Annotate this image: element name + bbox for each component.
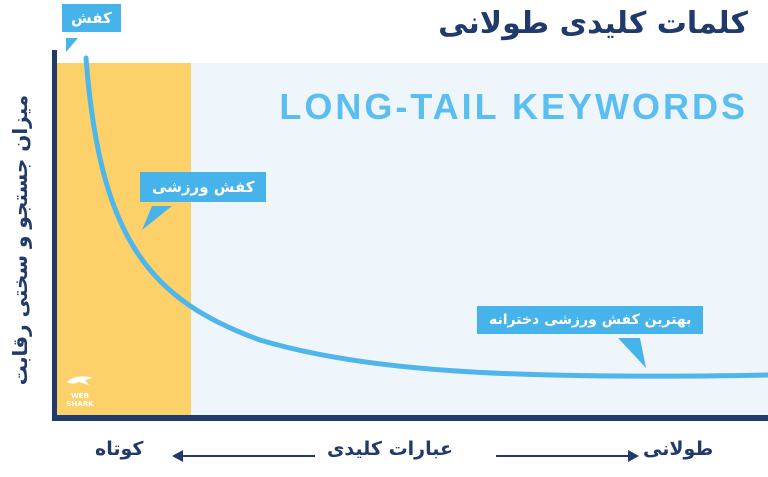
- long-tail-headline: LONG-TAIL KEYWORDS: [279, 86, 748, 127]
- y-axis-line: [52, 50, 57, 421]
- short-keywords-band: [57, 63, 191, 415]
- arrow-right-icon: [628, 450, 639, 462]
- arrow-right-shaft: [496, 455, 629, 457]
- x-axis-line: [52, 415, 768, 421]
- x-axis-title: عبارات کلیدی: [327, 438, 453, 460]
- arrow-left-icon: [172, 450, 183, 462]
- callout-head-pointer: [66, 38, 78, 52]
- callout-head-keyword: کفش: [62, 4, 121, 32]
- x-axis-short-label: کوتاه: [95, 438, 144, 460]
- arrow-left-shaft: [182, 455, 315, 457]
- logo-line-1: WEB: [71, 392, 89, 400]
- page-title: کلمات کلیدی طولانی: [438, 6, 748, 41]
- logo-line-2: SHARK: [66, 400, 94, 408]
- callout-body-keyword: کفش ورزشی: [140, 172, 267, 202]
- x-axis-long-label: طولانی: [643, 438, 714, 460]
- y-axis-label: میزان جستجو و سختی رقابت: [8, 94, 32, 386]
- callout-long-pointer: [618, 338, 646, 368]
- shark-icon: [67, 376, 93, 385]
- demand-curve-line: [83, 55, 768, 379]
- callout-body-pointer: [142, 206, 172, 230]
- callout-long-tail-keyword: بهترین کفش ورزشی دخترانه: [477, 306, 704, 334]
- webshark-logo: WEB SHARK: [60, 372, 100, 412]
